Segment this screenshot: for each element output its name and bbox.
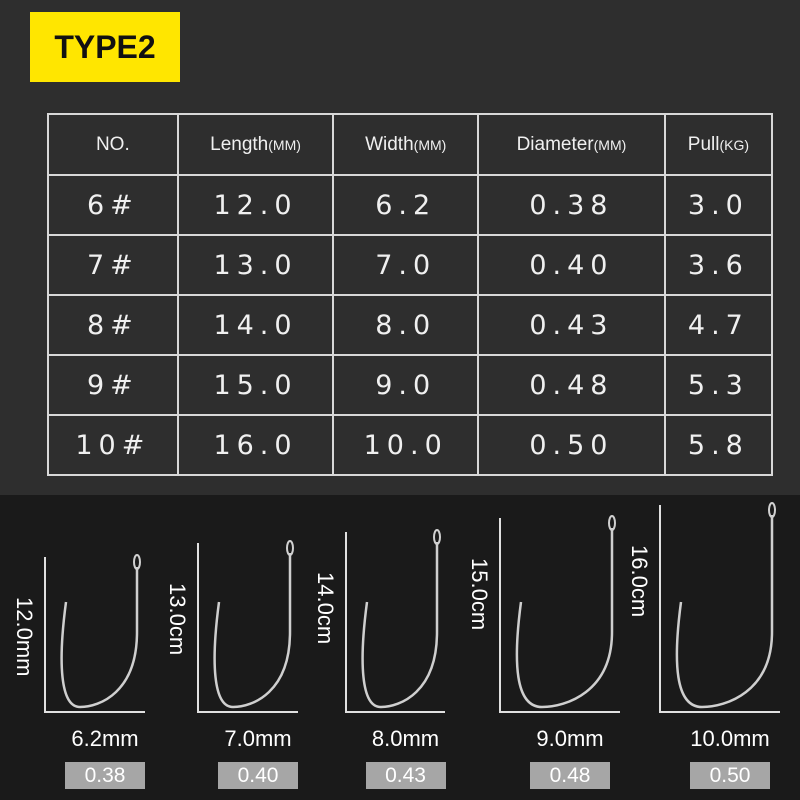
- hook-shape: [675, 515, 774, 709]
- hook-width-label: 9.0mm: [536, 726, 604, 751]
- table-cell: 9.0: [332, 354, 480, 416]
- table-cell: 0.48: [477, 354, 666, 416]
- table-cell: 6#: [47, 174, 179, 236]
- table-cell: 0.40: [477, 234, 666, 296]
- type-badge: TYPE2: [30, 12, 180, 82]
- hook-length-label: 12.0mm: [12, 597, 37, 677]
- table-cell: 3.0: [663, 174, 774, 236]
- header-label: Length: [210, 133, 269, 155]
- table-cell: 10#: [47, 414, 179, 476]
- hook-width-label: 8.0mm: [371, 726, 440, 751]
- hook-eye: [608, 515, 616, 531]
- hook-length-label: 13.0cm: [165, 583, 190, 656]
- table-cell: 0.50: [477, 414, 666, 476]
- dimension-bracket: [197, 543, 298, 713]
- hook-diameter-box: 0.40: [218, 762, 298, 789]
- table-cell: 4.7: [663, 294, 774, 356]
- hook-shape: [361, 542, 439, 709]
- table-cell: 8#: [47, 294, 179, 356]
- header-label: Width: [365, 133, 414, 155]
- table-cell: 13.0: [176, 234, 335, 296]
- hook-shape: [60, 567, 139, 709]
- hook-width-label: 6.2mm: [71, 726, 139, 751]
- table-row: 7# 13.0 7.0 0.40 3.6: [47, 234, 774, 296]
- table-cell: 0.43: [477, 294, 666, 356]
- dimension-bracket: [345, 532, 445, 713]
- table-row: 6# 12.0 6.2 0.38 3.0: [47, 174, 774, 236]
- dimension-bracket: [499, 518, 620, 713]
- spec-table: NO. Length(MM) Width(MM) Diameter(MM) Pull(K…: [47, 113, 774, 476]
- header-unit: (MM): [413, 136, 447, 153]
- column-header: Length(MM): [176, 113, 335, 176]
- table-row: 8# 14.0 8.0 0.43 4.7: [47, 294, 774, 356]
- hook-eye: [433, 529, 441, 545]
- header-label: Pull: [687, 133, 720, 155]
- dimension-bracket: [44, 557, 145, 713]
- table-cell: 5.3: [663, 354, 774, 416]
- header-label: NO.: [95, 133, 130, 155]
- column-header: Pull(KG): [663, 113, 774, 176]
- hook-shape: [515, 528, 614, 709]
- table-cell: 12.0: [176, 174, 335, 236]
- header-unit: (MM): [268, 136, 301, 153]
- table-cell: 10.0: [332, 414, 480, 476]
- column-header: Width(MM): [332, 113, 480, 176]
- table-cell: 0.38: [477, 174, 666, 236]
- hook-diameter-box: 0.48: [530, 762, 610, 789]
- table-cell: 5.8: [663, 414, 774, 476]
- table-header-row: NO. Length(MM) Width(MM) Diameter(MM) Pull(K…: [47, 113, 774, 176]
- hook-diagrams: 6.2mm 0.38 12.0mm 7.0mm 0.40 13.0cm 8.0mm 0.43 1…: [0, 495, 800, 800]
- hook-width-label: 10.0mm: [690, 726, 770, 751]
- table-cell: 7.0: [332, 234, 480, 296]
- hook-illustrations: [44, 502, 780, 713]
- table-cell: 7#: [47, 234, 179, 296]
- column-header: Diameter(MM): [477, 113, 666, 176]
- hook-length-label: 16.0cm: [627, 545, 652, 618]
- hook-eye: [768, 502, 776, 518]
- table-cell: 3.6: [663, 234, 774, 296]
- hook-length-label: 15.0cm: [467, 558, 492, 631]
- header-label: Diameter: [516, 133, 594, 155]
- header-unit: (MM): [593, 136, 627, 153]
- hook-diameter-box: 0.38: [65, 762, 145, 789]
- column-header: NO.: [47, 113, 179, 176]
- hook-diameter-box: 0.43: [365, 762, 446, 789]
- table-cell: 14.0: [176, 294, 335, 356]
- table-cell: 8.0: [332, 294, 480, 356]
- header-unit: (KG): [719, 136, 750, 153]
- hook-eye: [133, 554, 141, 570]
- table-cell: 16.0: [176, 414, 335, 476]
- table-cell: 6.2: [332, 174, 480, 236]
- hook-shape: [213, 553, 292, 709]
- table-row: 9# 15.0 9.0 0.48 5.3: [47, 354, 774, 416]
- hook-eye: [286, 540, 294, 556]
- hook-length-label: 14.0cm: [313, 572, 338, 645]
- hook-diameter-box: 0.50: [690, 762, 770, 789]
- table-cell: 9#: [47, 354, 179, 416]
- hook-width-label: 7.0mm: [224, 726, 292, 751]
- dimension-bracket: [659, 505, 780, 713]
- table-row: 10# 16.0 10.0 0.50 5.8: [47, 414, 774, 476]
- table-cell: 15.0: [176, 354, 335, 416]
